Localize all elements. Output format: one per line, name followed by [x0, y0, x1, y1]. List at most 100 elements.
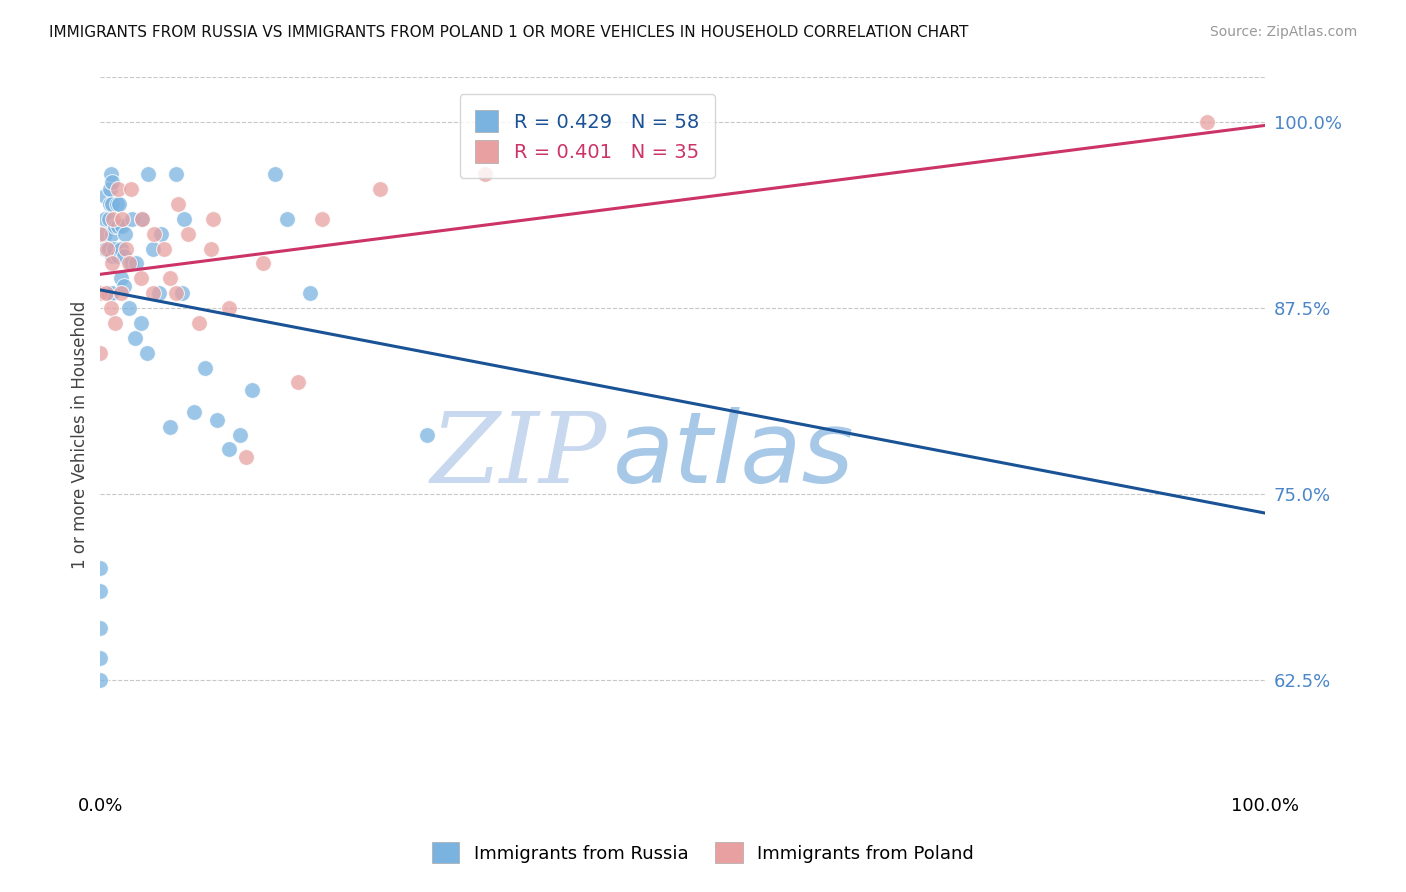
Point — [120, 182, 142, 196]
Legend: R = 0.429   N = 58, R = 0.401   N = 35: R = 0.429 N = 58, R = 0.401 N = 35 — [460, 95, 714, 178]
Point — [125, 256, 148, 270]
Point — [101, 256, 124, 270]
Point — [165, 286, 187, 301]
Point — [115, 242, 138, 256]
Point — [165, 167, 187, 181]
Point — [183, 405, 205, 419]
Point — [101, 175, 124, 189]
Point — [101, 227, 124, 241]
Point — [101, 249, 124, 263]
Point — [100, 167, 122, 181]
Point — [97, 211, 120, 226]
Point — [111, 219, 134, 234]
Point — [89, 673, 111, 687]
Point — [94, 211, 117, 226]
Point — [107, 219, 129, 234]
Point — [98, 197, 121, 211]
Point — [287, 376, 309, 390]
Point — [107, 249, 129, 263]
Point — [101, 197, 124, 211]
Point — [124, 331, 146, 345]
Point — [89, 227, 111, 241]
Point — [89, 345, 111, 359]
Point — [89, 286, 111, 301]
Point — [89, 583, 111, 598]
Point — [110, 242, 132, 256]
Point — [1197, 115, 1219, 129]
Point — [121, 211, 143, 226]
Point — [218, 301, 240, 315]
Point — [252, 256, 274, 270]
Point — [299, 286, 322, 301]
Point — [94, 242, 117, 256]
Point — [311, 211, 333, 226]
Point — [202, 211, 225, 226]
Point — [98, 182, 121, 196]
Point — [97, 286, 120, 301]
Point — [112, 249, 135, 263]
Text: IMMIGRANTS FROM RUSSIA VS IMMIGRANTS FROM POLAND 1 OR MORE VEHICLES IN HOUSEHOLD: IMMIGRANTS FROM RUSSIA VS IMMIGRANTS FRO… — [49, 25, 969, 40]
Point — [159, 420, 181, 434]
Point — [264, 167, 287, 181]
Point — [131, 211, 153, 226]
Point — [89, 621, 111, 635]
Point — [229, 427, 252, 442]
Point — [129, 271, 152, 285]
Point — [368, 182, 391, 196]
Point — [118, 256, 141, 270]
Point — [110, 271, 132, 285]
Point — [177, 227, 200, 241]
Point — [276, 211, 298, 226]
Point — [149, 227, 172, 241]
Point — [96, 242, 118, 256]
Point — [170, 286, 193, 301]
Point — [218, 442, 240, 457]
Point — [101, 211, 124, 226]
Point — [105, 197, 128, 211]
Point — [153, 242, 176, 256]
Point — [188, 316, 211, 330]
Point — [136, 345, 159, 359]
Legend: Immigrants from Russia, Immigrants from Poland: Immigrants from Russia, Immigrants from … — [423, 833, 983, 872]
Point — [110, 286, 132, 301]
Point — [89, 561, 111, 575]
Point — [173, 211, 195, 226]
Point — [200, 242, 222, 256]
Point — [104, 219, 127, 234]
Point — [94, 227, 117, 241]
Point — [118, 301, 141, 315]
Point — [131, 211, 153, 226]
Point — [142, 227, 165, 241]
Point — [474, 167, 496, 181]
Point — [101, 286, 124, 301]
Point — [194, 360, 217, 375]
Point — [114, 227, 136, 241]
Point — [120, 256, 142, 270]
Point — [107, 182, 129, 196]
Point — [167, 197, 190, 211]
Point — [240, 383, 263, 397]
Text: atlas: atlas — [613, 408, 855, 505]
Point — [205, 413, 228, 427]
Point — [103, 242, 125, 256]
Point — [148, 286, 170, 301]
Point — [96, 286, 118, 301]
Point — [159, 271, 181, 285]
Point — [94, 189, 117, 203]
Point — [142, 286, 165, 301]
Point — [136, 167, 159, 181]
Point — [104, 316, 127, 330]
Point — [129, 316, 152, 330]
Point — [142, 242, 165, 256]
Point — [235, 450, 257, 464]
Text: ZIP: ZIP — [430, 409, 607, 504]
Text: Source: ZipAtlas.com: Source: ZipAtlas.com — [1209, 25, 1357, 39]
Point — [112, 278, 135, 293]
Y-axis label: 1 or more Vehicles in Household: 1 or more Vehicles in Household — [72, 301, 89, 569]
Point — [108, 197, 131, 211]
Point — [97, 242, 120, 256]
Point — [111, 211, 134, 226]
Point — [89, 650, 111, 665]
Point — [415, 427, 437, 442]
Point — [100, 301, 122, 315]
